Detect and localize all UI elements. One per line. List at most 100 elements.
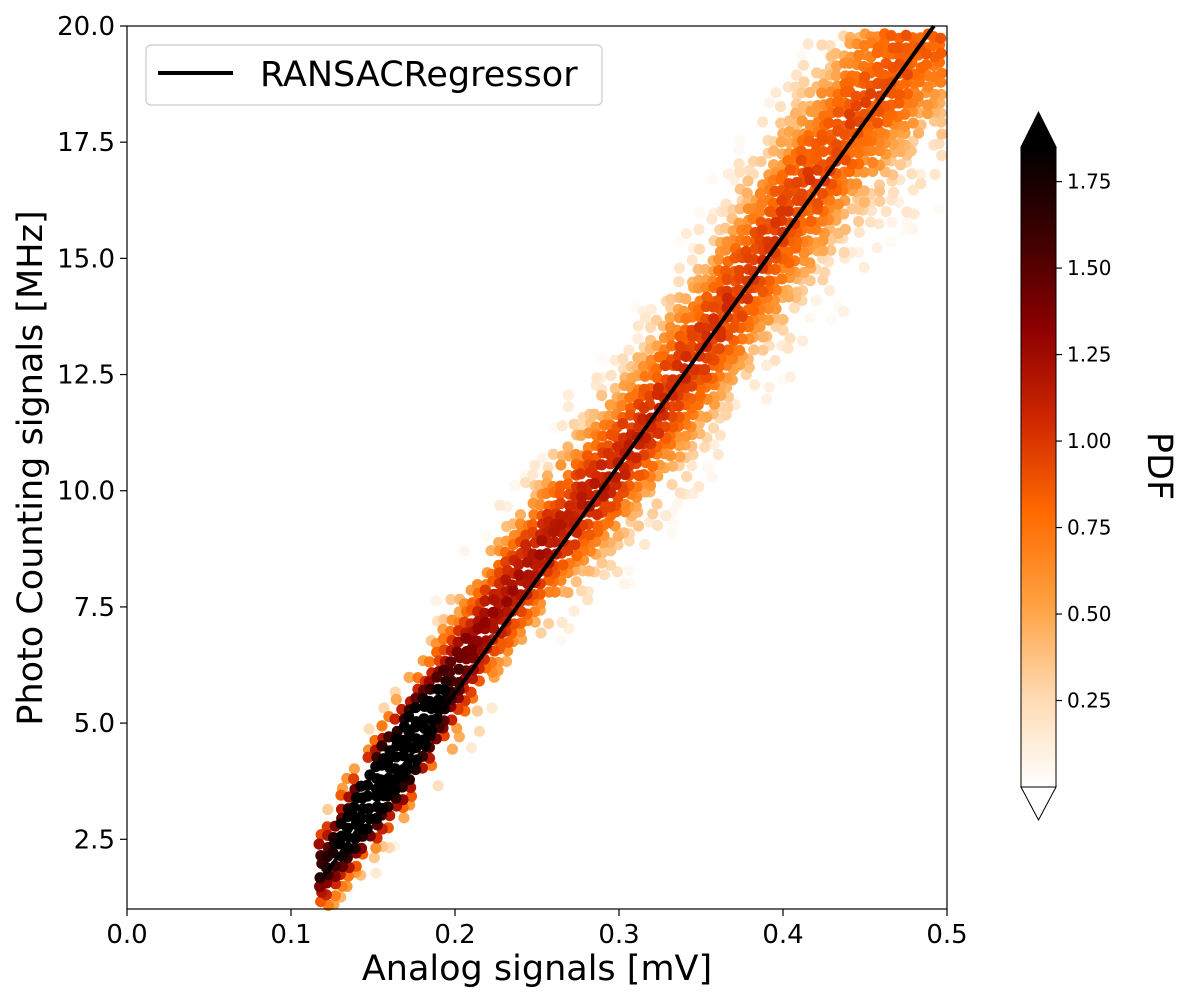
density-point (832, 198, 845, 210)
density-point (838, 246, 850, 259)
density-point (770, 320, 782, 332)
density-point (706, 471, 718, 483)
density-point (632, 520, 645, 532)
density-point (873, 145, 886, 157)
density-point (630, 452, 642, 464)
density-point (871, 61, 884, 73)
y-tick-label: 10.0 (57, 477, 115, 507)
density-point (596, 557, 608, 569)
density-point (611, 441, 624, 453)
legend-label: RANSACRegressor (260, 55, 578, 95)
density-point (915, 62, 928, 74)
density-point (880, 205, 892, 218)
density-point (830, 139, 843, 151)
density-point (736, 310, 748, 322)
density-point (555, 480, 567, 492)
density-point (782, 205, 794, 217)
density-point (852, 147, 865, 159)
density-point (867, 157, 879, 169)
density-point (659, 360, 671, 372)
density-point (602, 448, 615, 460)
density-point (873, 185, 886, 197)
density-point (596, 389, 608, 402)
density-point (802, 38, 814, 50)
density-point (825, 314, 837, 326)
density-point (521, 556, 534, 568)
density-point (554, 488, 566, 500)
density-point (733, 158, 745, 170)
density-point (816, 134, 828, 146)
density-point (743, 361, 755, 373)
density-point (817, 245, 829, 257)
density-point (798, 247, 810, 259)
density-point (907, 184, 919, 196)
density-point (673, 276, 685, 288)
x-tick-label: 0.2 (434, 920, 475, 950)
density-point (576, 585, 588, 597)
density-point (534, 549, 546, 561)
density-point (556, 420, 568, 432)
density-point (438, 614, 450, 626)
y-tick-label: 17.5 (57, 128, 115, 158)
density-point (570, 576, 582, 588)
density-point (673, 440, 685, 452)
colorbar-label: PDF (1139, 432, 1179, 500)
density-point (720, 244, 732, 256)
density-point (816, 188, 829, 200)
colorbar-tick-label: 0.25 (1067, 689, 1112, 713)
density-point (871, 47, 883, 59)
density-point (314, 880, 326, 893)
density-point (666, 517, 679, 529)
density-point (424, 683, 436, 695)
density-point (329, 890, 341, 902)
density-point (673, 400, 685, 412)
density-point (555, 634, 567, 646)
density-point (720, 265, 732, 277)
x-tick-label: 0.0 (106, 920, 147, 950)
density-point (935, 32, 947, 44)
density-point (734, 166, 746, 178)
density-point (583, 565, 595, 577)
density-point (763, 275, 776, 287)
density-point (853, 246, 865, 258)
density-point (722, 344, 734, 356)
density-point (749, 379, 761, 391)
density-point (445, 656, 457, 668)
density-point (832, 106, 844, 118)
x-tick-label: 0.1 (270, 920, 311, 950)
density-point (782, 155, 794, 167)
density-point (536, 535, 548, 547)
density-point (548, 536, 561, 548)
density-point (901, 88, 914, 100)
density-point (370, 842, 382, 854)
colorbar-tick-label: 1.00 (1067, 429, 1112, 453)
density-point (901, 206, 913, 218)
density-point (850, 90, 862, 102)
density-point (757, 331, 769, 343)
density-point (754, 187, 767, 199)
density-point (454, 652, 466, 664)
density-point (651, 372, 663, 384)
colorbar-top-extension (1020, 110, 1057, 148)
density-point (811, 164, 823, 176)
density-point (795, 154, 807, 166)
density-point (674, 451, 686, 463)
density-point (680, 227, 693, 239)
density-point (804, 87, 816, 99)
density-point (513, 569, 525, 581)
density-point (562, 389, 574, 401)
density-point (850, 100, 862, 112)
y-axis-label: Photo Counting signals [MHz] (11, 210, 51, 725)
density-point (701, 411, 713, 423)
colorbar-tick-label: 0.75 (1067, 516, 1112, 540)
density-point (721, 273, 733, 286)
density-point (637, 361, 650, 373)
density-point (936, 149, 948, 162)
density-point (562, 587, 574, 599)
density-point (922, 81, 934, 93)
y-tick-label: 7.5 (74, 593, 115, 623)
density-point (609, 382, 621, 395)
density-point (418, 713, 430, 725)
density-point (591, 508, 603, 521)
density-point (804, 312, 816, 324)
